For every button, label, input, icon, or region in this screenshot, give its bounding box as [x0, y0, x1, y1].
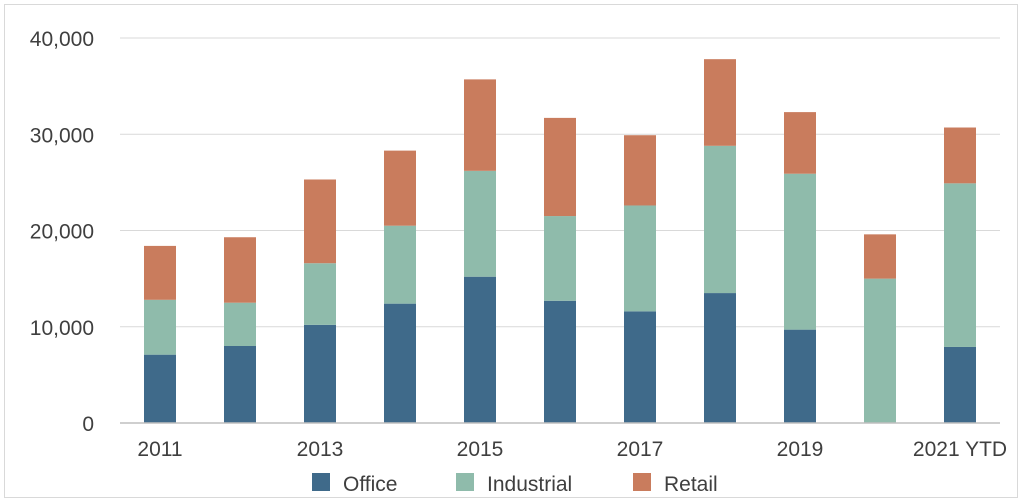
legend: Office Industrial Retail — [312, 473, 718, 496]
bar-office-2011 — [144, 354, 176, 423]
bar-retail-2015 — [464, 79, 496, 171]
x-tick-label-2015: 2015 — [457, 438, 504, 461]
bar-industrial-2017 — [624, 205, 656, 312]
bar-industrial-2019 — [784, 173, 816, 330]
bar-retail-2019 — [784, 112, 816, 174]
bar-retail-2017 — [624, 135, 656, 206]
x-tick-label-2017: 2017 — [617, 438, 664, 461]
bar-industrial-2014 — [384, 225, 416, 304]
legend-swatch-office — [312, 473, 330, 491]
y-tick-label-10000: 10,000 — [30, 317, 94, 340]
bar-retail-2012 — [224, 237, 256, 303]
legend-label-office: Office — [343, 473, 397, 496]
y-tick-label-40000: 40,000 — [30, 28, 94, 51]
legend-swatch-industrial — [456, 473, 474, 491]
bar-retail-2013 — [304, 179, 336, 264]
bar-office-2016 — [544, 300, 576, 423]
bar-industrial-2016 — [544, 216, 576, 301]
legend-label-retail: Retail — [664, 473, 718, 496]
y-axis: 0 10,000 20,000 30,000 40,000 — [30, 28, 94, 436]
bar-industrial-2018 — [704, 145, 736, 294]
bar-retail-2014 — [384, 150, 416, 226]
y-tick-label-20000: 20,000 — [30, 221, 94, 244]
bar-retail-2020 — [864, 234, 896, 279]
bar-office-2013 — [304, 324, 336, 423]
bar-industrial-2013 — [304, 263, 336, 325]
x-tick-label-2013: 2013 — [297, 438, 344, 461]
bar-office-2014 — [384, 303, 416, 423]
bar-industrial-2011 — [144, 299, 176, 355]
bar-office-2015 — [464, 276, 496, 423]
bars — [144, 59, 976, 423]
bar-industrial-2021-ytd — [944, 183, 976, 347]
bar-office-2019 — [784, 329, 816, 423]
x-tick-label-2021-ytd: 2021 YTD — [913, 438, 1007, 461]
bar-office-2018 — [704, 293, 736, 423]
x-tick-label-2011: 2011 — [137, 438, 182, 461]
bar-retail-2018 — [704, 59, 736, 146]
bar-industrial-2012 — [224, 302, 256, 346]
bar-retail-2011 — [144, 245, 176, 300]
x-tick-label-2019: 2019 — [777, 438, 824, 461]
bar-office-2012 — [224, 346, 256, 423]
legend-label-industrial: Industrial — [487, 473, 572, 496]
bar-retail-2021-ytd — [944, 127, 976, 184]
bar-office-2021-ytd — [944, 346, 976, 423]
y-tick-label-30000: 30,000 — [30, 124, 94, 147]
bar-retail-2016 — [544, 117, 576, 217]
bar-industrial-2015 — [464, 170, 496, 277]
y-tick-label-0: 0 — [82, 413, 94, 436]
bar-office-2017 — [624, 311, 656, 423]
legend-swatch-retail — [633, 473, 651, 491]
bar-industrial-2020 — [864, 278, 896, 423]
x-axis: 2011 2013 2015 2017 2019 2021 YTD — [137, 438, 1007, 461]
